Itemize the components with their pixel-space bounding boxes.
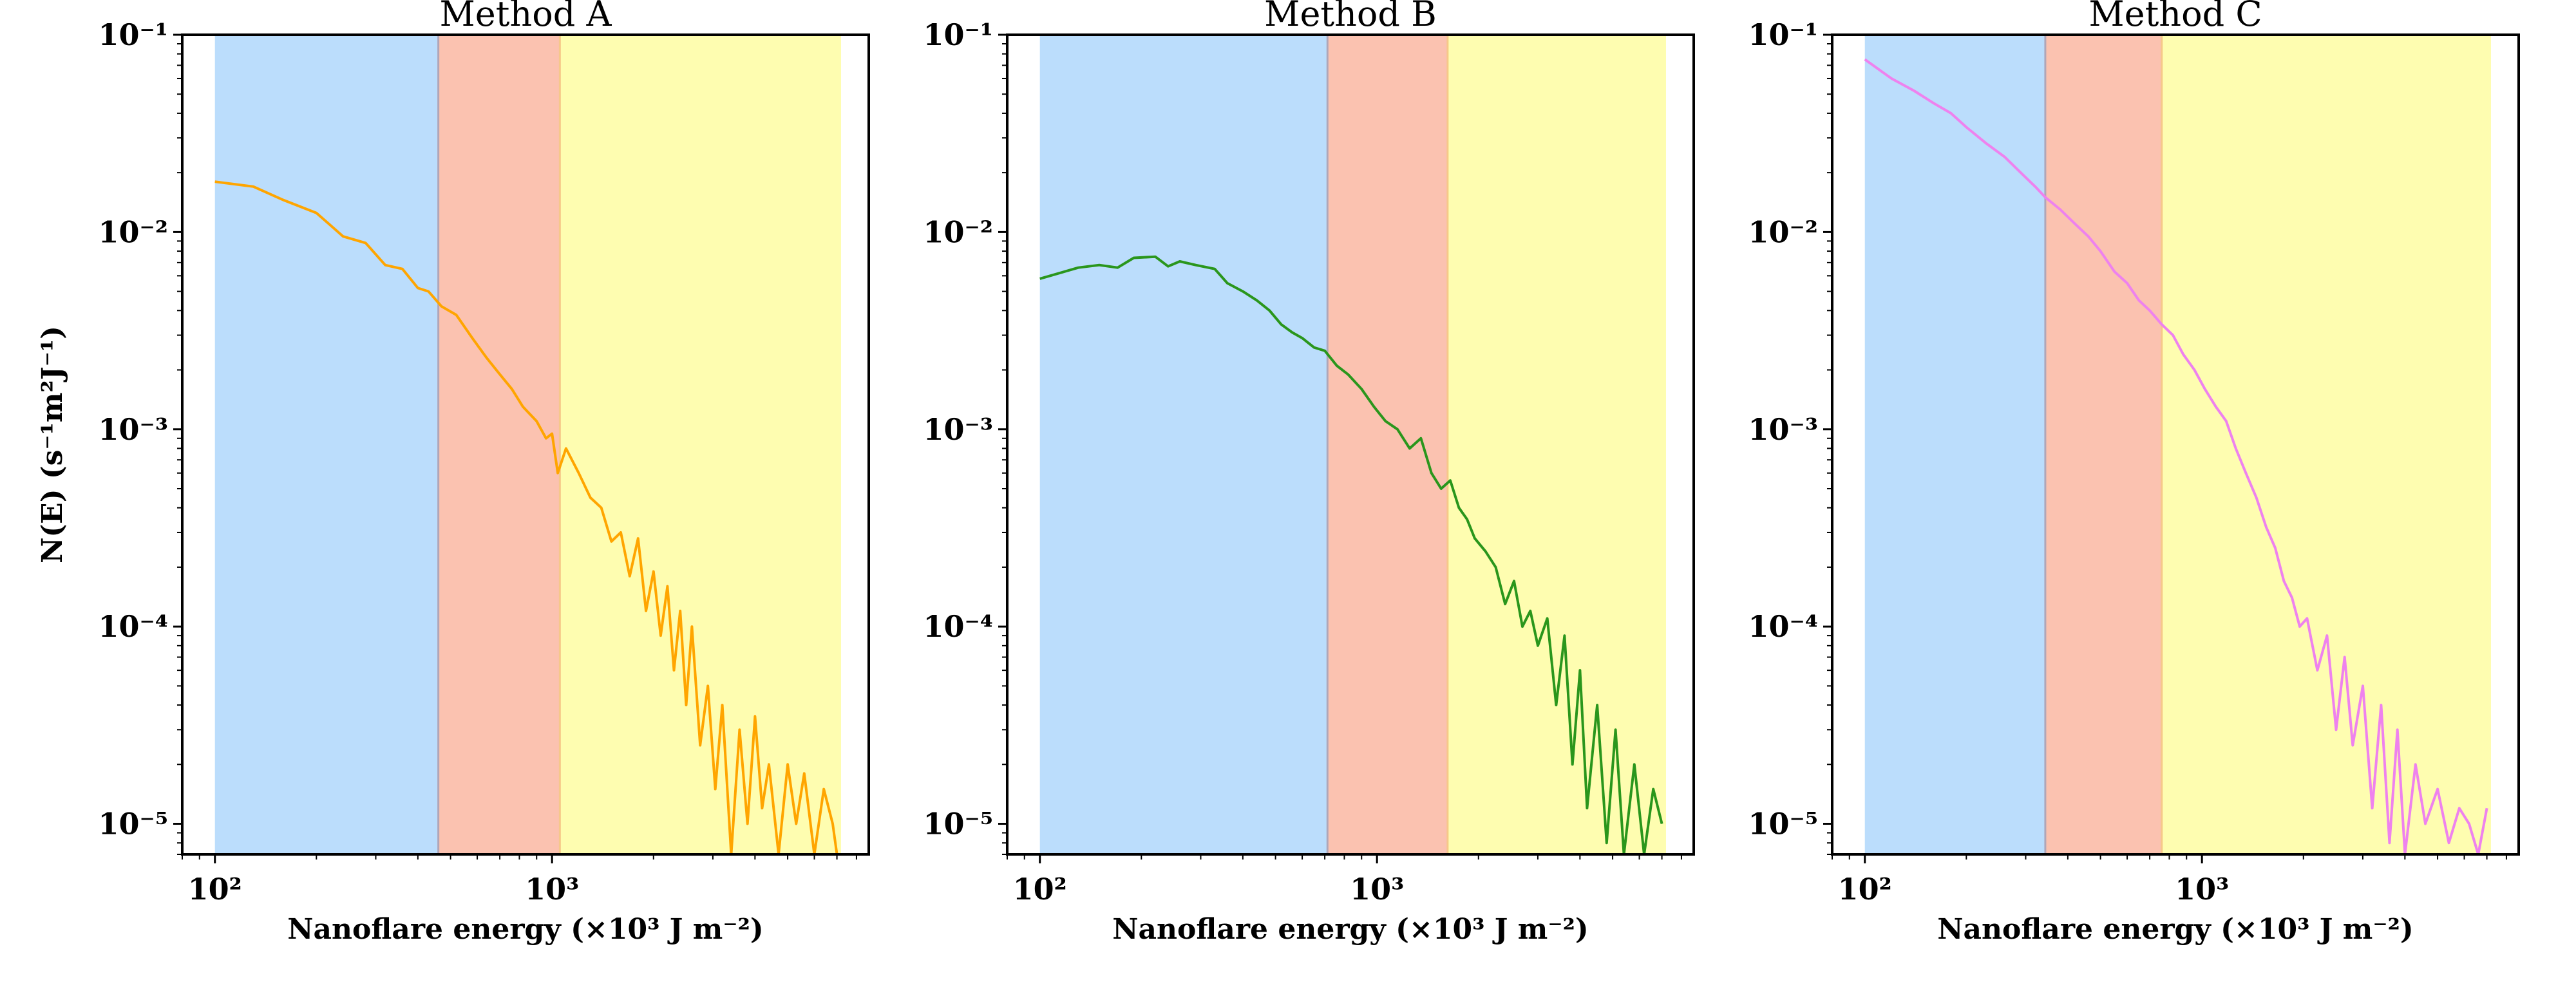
y-tick-label: 10⁻⁵ xyxy=(1748,807,1818,841)
y-tick-label: 10⁻² xyxy=(1748,214,1818,249)
x-tick-label: 10³ xyxy=(525,872,579,907)
panel-title: Method A xyxy=(440,0,612,34)
panel-title: Method B xyxy=(1264,0,1437,34)
y-tick-label: 10⁻¹ xyxy=(99,17,168,52)
x-tick-label: 10² xyxy=(1838,872,1892,907)
axes-frame xyxy=(181,33,870,856)
axes-frame xyxy=(1006,33,1695,856)
axes-frame xyxy=(1831,33,2520,856)
energy-range-span-2 xyxy=(560,35,841,854)
x-axis-label: Nanoflare energy (×10³ J m⁻²) xyxy=(287,913,763,946)
y-tick-label: 10⁻¹ xyxy=(1748,17,1818,52)
x-tick-label: 10³ xyxy=(2175,872,2229,907)
y-tick-label: 10⁻⁴ xyxy=(923,609,993,644)
y-tick-label: 10⁻² xyxy=(923,214,993,249)
y-tick-label: 10⁻⁵ xyxy=(99,807,168,841)
y-tick-label: 10⁻⁴ xyxy=(1748,609,1818,644)
y-tick-label: 10⁻² xyxy=(99,214,168,249)
y-tick-label: 10⁻⁴ xyxy=(99,609,168,644)
y-axis-label: N(E) (s⁻¹m²J⁻¹) xyxy=(36,326,69,563)
energy-range-span-0 xyxy=(214,35,439,854)
x-tick-label: 10³ xyxy=(1350,872,1404,907)
y-tick-label: 10⁻⁵ xyxy=(923,807,993,841)
y-tick-label: 10⁻³ xyxy=(99,412,168,447)
x-tick-label: 10² xyxy=(1013,872,1067,907)
energy-range-span-1 xyxy=(438,35,560,854)
energy-range-span-2 xyxy=(1447,35,1666,854)
energy-range-span-1 xyxy=(2045,35,2162,854)
x-axis-label: Nanoflare energy (×10³ J m⁻²) xyxy=(1112,913,1588,946)
energy-range-span-1 xyxy=(1327,35,1448,854)
energy-range-span-0 xyxy=(1864,35,2045,854)
panel-method-c: 10² 10³ 10⁻¹ 10⁻² 10⁻³ 10⁻⁴ 10⁻⁵ Method C Nanofl… xyxy=(1748,0,2520,946)
y-tick-label: 10⁻³ xyxy=(923,412,993,447)
data-line xyxy=(1039,255,1663,854)
panel-method-b: 10² 10³ 10⁻¹ 10⁻² 10⁻³ 10⁻⁴ 10⁻⁵ Method B Nanofl… xyxy=(923,0,1695,946)
energy-range-span-0 xyxy=(1039,35,1328,854)
x-axis-label: Nanoflare energy (×10³ J m⁻²) xyxy=(1937,913,2413,946)
panel-method-a: 10² 10³ 10⁻¹ 10⁻² 10⁻³ 10⁻⁴ 10⁻⁵ Method A Nanofl… xyxy=(36,0,870,946)
x-tick-label: 10² xyxy=(188,872,242,907)
y-tick-label: 10⁻¹ xyxy=(923,17,993,52)
y-tick-label: 10⁻³ xyxy=(1748,412,1818,447)
data-line xyxy=(1864,58,2488,854)
energy-range-span-2 xyxy=(2161,35,2491,854)
data-line xyxy=(214,180,838,854)
panel-title: Method C xyxy=(2088,0,2262,34)
